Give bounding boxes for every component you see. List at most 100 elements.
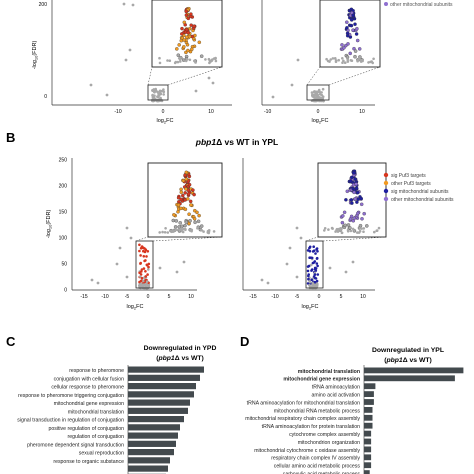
inset-point: [342, 59, 345, 63]
scatter-point: [139, 261, 142, 265]
go-term-label: respiratory chain complex IV assembly: [271, 456, 360, 462]
x-ticks: -15 -10 -5 0 5 10: [80, 294, 194, 300]
scatter-point: [118, 246, 122, 250]
xtick: -10: [264, 109, 271, 115]
inset-point: [185, 35, 189, 39]
scatter-point: [145, 255, 148, 258]
scatter-point: [182, 260, 186, 264]
inset-point: [369, 60, 372, 64]
inset-point: [323, 229, 326, 232]
inset-point: [197, 40, 202, 45]
scatter-point: [131, 3, 135, 7]
zoom-inset-points: [158, 6, 218, 65]
panel-d-bars: [364, 367, 464, 474]
inset-point: [337, 227, 341, 231]
inset-point: [355, 26, 359, 31]
scatter-point: [115, 262, 119, 266]
inset-point: [340, 43, 344, 47]
inset-point: [212, 230, 216, 233]
inset-point: [346, 223, 351, 227]
xtick: -10: [101, 294, 108, 300]
ytick: 0: [64, 288, 67, 294]
inset-point: [190, 47, 194, 52]
zoom-region-box: [135, 240, 154, 289]
inset-point: [183, 223, 187, 228]
panel-label-c: C: [6, 334, 16, 349]
scatter-point: [310, 263, 313, 267]
inset-point: [174, 228, 178, 232]
inset-point: [185, 43, 190, 47]
scatter-point: [328, 266, 332, 270]
inset-point: [341, 57, 344, 60]
inset-point: [349, 175, 354, 180]
inset-point: [357, 231, 361, 234]
x-ticks: -15 -10 -5 0 5 10: [249, 294, 366, 300]
panel-a-right-plot: -10 0 10 log2FC other mitochondrial subu…: [261, 0, 453, 125]
bar: [128, 391, 194, 398]
scatter-point: [307, 277, 310, 281]
scatter-point: [307, 274, 310, 278]
inset-point: [196, 219, 201, 224]
scatter-point: [310, 91, 314, 94]
xtick: 0: [162, 109, 165, 115]
inset-point: [353, 177, 358, 181]
xtick: -15: [249, 294, 256, 300]
inset-point: [188, 218, 192, 223]
scatter-point: [266, 281, 270, 285]
inset-point: [188, 58, 192, 62]
scatter-point: [311, 94, 314, 97]
inset-point: [334, 59, 338, 62]
bar: [364, 367, 464, 374]
inset-point: [189, 23, 193, 27]
inset-point: [182, 38, 187, 42]
bar: [364, 375, 455, 382]
go-term-label: tRNA aminoacylation for mitochondrial tr…: [247, 400, 360, 406]
inset-point: [186, 192, 191, 196]
inset-point: [367, 61, 370, 64]
scatter-point: [311, 250, 315, 253]
inset-point: [181, 178, 186, 183]
ytick: 200: [39, 2, 48, 8]
xtick: 0: [318, 294, 321, 300]
xtick: -15: [80, 294, 87, 300]
scatter-point: [351, 260, 355, 264]
scatter-point: [315, 257, 319, 260]
scatter-point: [129, 236, 133, 240]
bar: [128, 449, 174, 456]
inset-point: [373, 230, 376, 234]
scatter-point: [144, 248, 148, 251]
scatter-point: [144, 259, 147, 262]
legend-label: other mitochondrial subunits: [391, 197, 454, 203]
xtick: -5: [125, 294, 130, 300]
scatter-point: [145, 263, 149, 267]
bar: [128, 374, 200, 381]
scatter-point: [310, 269, 313, 272]
scatter-point: [147, 265, 150, 269]
legend-label: sig mitochondrial subunits: [391, 189, 449, 195]
inset-point: [344, 43, 348, 48]
inset-point: [353, 197, 358, 201]
legend-marker: [383, 180, 389, 186]
zoom-region-box: [306, 84, 330, 101]
go-term-label: mitochondrial translation: [68, 409, 124, 415]
scatter-point: [156, 90, 159, 94]
x-axis-label: log2FC: [157, 118, 174, 125]
scatter-point: [315, 282, 318, 286]
xtick: 10: [188, 294, 194, 300]
scatter-point: [144, 275, 147, 278]
inset-point: [189, 203, 193, 207]
zoom-connector: [322, 236, 387, 242]
legend-label: sig Puf3 targets: [391, 173, 426, 179]
panel-d-subtitle: (pbp1Δ vs WT): [384, 357, 432, 364]
inset-point: [184, 9, 188, 14]
scatter-points: [260, 226, 355, 290]
inset-point: [192, 24, 196, 28]
go-term-label: response to pheromone triggering conjuga…: [18, 393, 124, 399]
panel-label-d: D: [240, 334, 249, 349]
inset-point: [354, 32, 359, 36]
inset-point: [345, 55, 350, 59]
scatter-point: [295, 275, 299, 279]
bar: [128, 383, 196, 390]
inset-point: [345, 189, 350, 194]
inset-point: [170, 230, 173, 234]
